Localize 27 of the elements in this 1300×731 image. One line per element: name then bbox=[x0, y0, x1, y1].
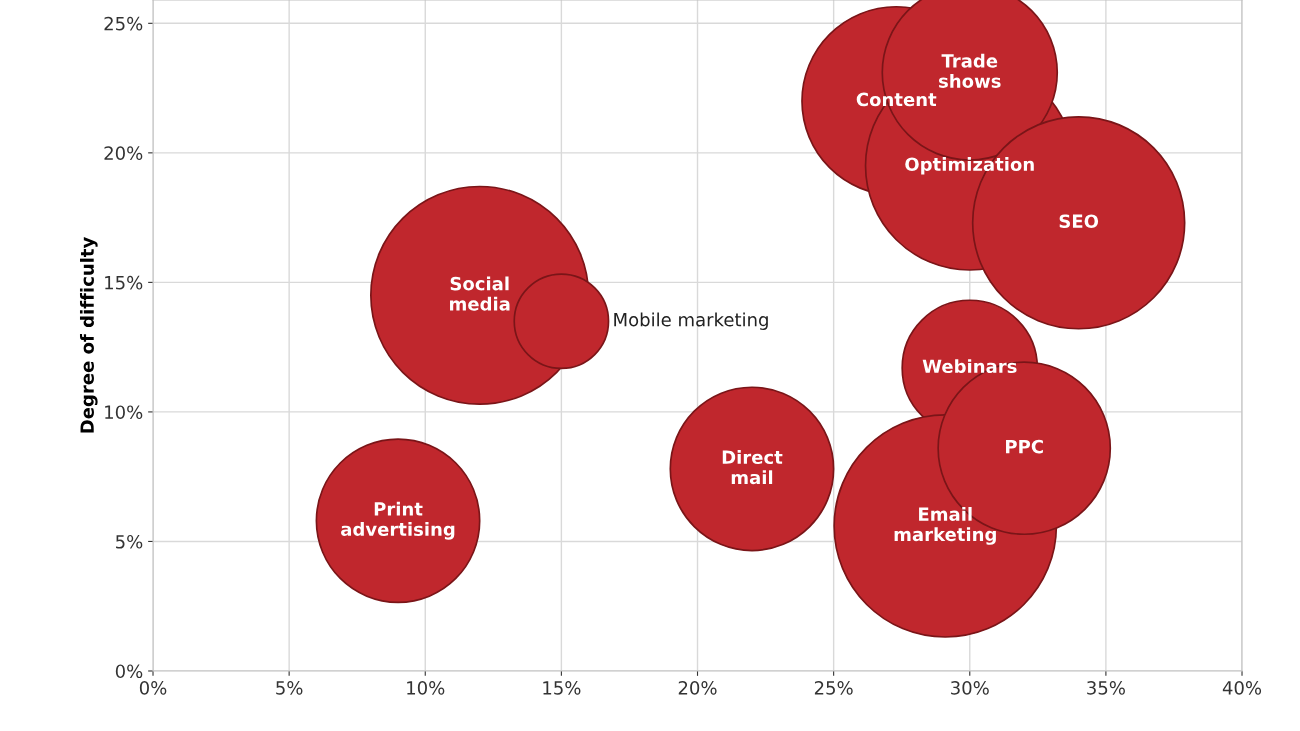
x-tick-label: 35% bbox=[1087, 681, 1125, 695]
y-tick-label: 20% bbox=[104, 146, 143, 160]
y-axis-title: Degree of difficulty bbox=[79, 237, 98, 433]
x-tick-label: 30% bbox=[951, 681, 989, 695]
y-tick-label: 5% bbox=[116, 534, 143, 549]
x-tick-label: 10% bbox=[407, 681, 445, 695]
y-tick-label: 15% bbox=[105, 275, 143, 290]
series-label: Trade shows bbox=[938, 53, 1001, 88]
x-tick-label: 40% bbox=[1222, 681, 1262, 695]
x-tick-label: 5% bbox=[276, 681, 303, 695]
x-tick-label: 15% bbox=[543, 681, 581, 695]
y-tick-label: 0% bbox=[115, 664, 143, 679]
series-label: Webinars bbox=[922, 359, 1017, 374]
series-label: SEO bbox=[1059, 214, 1099, 229]
series-label: Content bbox=[856, 92, 937, 107]
y-tick-label: 10% bbox=[105, 405, 143, 420]
series-label: Email marketing bbox=[894, 506, 996, 545]
series-label: Social media bbox=[450, 276, 510, 311]
x-tick-label: 20% bbox=[678, 681, 717, 695]
y-tick-label: 25% bbox=[104, 16, 143, 31]
x-tick-label: 25% bbox=[814, 681, 853, 695]
series-label: PPC bbox=[1006, 439, 1043, 454]
series-label: Optimization bbox=[905, 157, 1034, 175]
x-tick-label: 0% bbox=[139, 681, 167, 695]
series-label: Mobile marketing bbox=[614, 312, 768, 330]
series-label: Direct mail bbox=[722, 450, 783, 485]
series-label: Print advertising bbox=[341, 501, 455, 540]
